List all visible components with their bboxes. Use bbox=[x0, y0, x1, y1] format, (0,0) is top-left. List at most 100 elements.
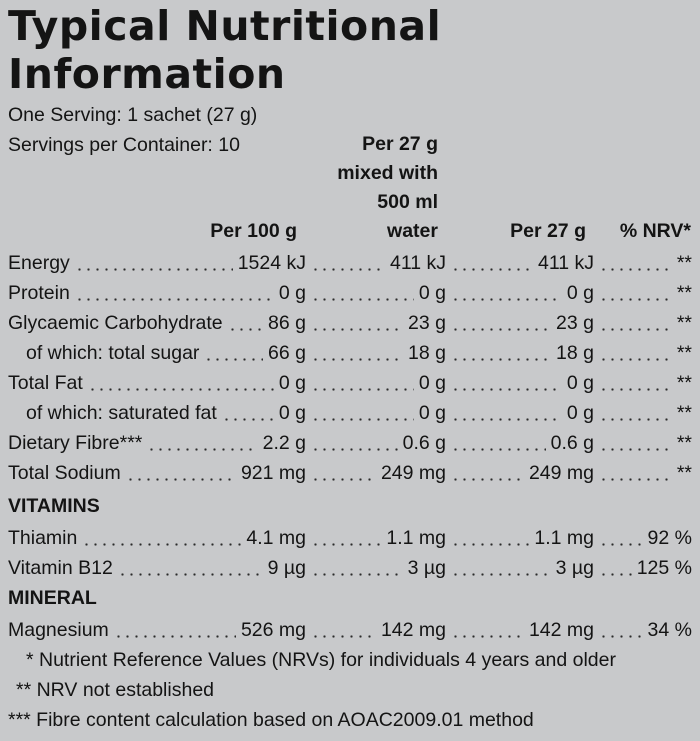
leader-dots bbox=[74, 298, 274, 301]
value-per-100g: 66 g bbox=[268, 342, 306, 364]
header-per-100g: Per 100 g bbox=[210, 220, 297, 242]
table-row: Total Sodium 921 mg 249 mg 249 mg ** bbox=[8, 458, 692, 488]
leader-dots bbox=[451, 448, 546, 451]
value-per-100g: 1524 kJ bbox=[237, 252, 306, 274]
leader-dots bbox=[451, 635, 524, 638]
value-per-100g: 921 mg bbox=[240, 462, 306, 484]
value-nrv: ** bbox=[676, 462, 692, 484]
leader-dots bbox=[82, 543, 242, 546]
leader-dots bbox=[221, 418, 274, 421]
value-nrv: ** bbox=[676, 282, 692, 304]
row-label: Glycaemic Carbohydrate bbox=[8, 312, 223, 334]
value-per-27g: 0 g bbox=[566, 372, 594, 394]
value-per-100g: 4.1 mg bbox=[246, 527, 306, 549]
row-label: Total Sodium bbox=[8, 462, 121, 484]
value-per-27g: 3 µg bbox=[555, 557, 594, 579]
row-label: Total Fat bbox=[8, 372, 83, 394]
leader-dots bbox=[311, 388, 414, 391]
value-per-100g: 526 mg bbox=[240, 619, 306, 641]
value-nrv: ** bbox=[676, 252, 692, 274]
row-label: Protein bbox=[8, 282, 70, 304]
servings-per-container: Servings per Container: 10 bbox=[8, 134, 240, 156]
leader-dots bbox=[599, 418, 672, 421]
leader-dots bbox=[451, 543, 530, 546]
value-per-100g: 2.2 g bbox=[262, 432, 306, 454]
value-per-100g: 0 g bbox=[278, 402, 306, 424]
leader-dots bbox=[451, 358, 552, 361]
leader-dots bbox=[113, 635, 236, 638]
value-mixed: 3 µg bbox=[407, 557, 446, 579]
table-row: Magnesium 526 mg 142 mg 142 mg 34 % bbox=[8, 615, 692, 645]
value-per-27g: 23 g bbox=[556, 312, 594, 334]
footnote-nrv: * Nutrient Reference Values (NRVs) for i… bbox=[26, 649, 616, 671]
title-line-2: Information bbox=[8, 50, 286, 98]
row-label: Thiamin bbox=[8, 527, 78, 549]
leader-dots bbox=[311, 268, 385, 271]
leader-dots bbox=[87, 388, 274, 391]
value-per-27g: 0 g bbox=[566, 402, 594, 424]
value-mixed: 249 mg bbox=[380, 462, 446, 484]
row-label: Vitamin B12 bbox=[8, 557, 113, 579]
table-row: Total Fat 0 g 0 g 0 g ** bbox=[8, 368, 692, 398]
value-per-27g: 249 mg bbox=[528, 462, 594, 484]
leader-dots bbox=[311, 358, 404, 361]
value-mixed: 1.1 mg bbox=[386, 527, 446, 549]
header-mixed-line-4: water bbox=[387, 220, 438, 242]
value-per-27g: 142 mg bbox=[528, 619, 594, 641]
value-per-100g: 0 g bbox=[278, 282, 306, 304]
leader-dots bbox=[599, 358, 672, 361]
footnote-not-established: ** NRV not established bbox=[16, 679, 215, 701]
leader-dots bbox=[311, 635, 376, 638]
value-nrv: ** bbox=[676, 432, 692, 454]
value-mixed: 0 g bbox=[418, 282, 446, 304]
leader-dots bbox=[451, 268, 533, 271]
leader-dots bbox=[125, 478, 236, 481]
value-mixed: 0.6 g bbox=[402, 432, 446, 454]
leader-dots bbox=[599, 328, 672, 331]
leader-dots bbox=[311, 543, 382, 546]
leader-dots bbox=[451, 418, 562, 421]
table-row: Glycaemic Carbohydrate 86 g 23 g 23 g ** bbox=[8, 308, 692, 338]
leader-dots bbox=[451, 388, 562, 391]
leader-dots bbox=[311, 448, 398, 451]
header-per-27g: Per 27 g bbox=[510, 220, 586, 242]
row-label: Dietary Fibre*** bbox=[8, 432, 143, 454]
leader-dots bbox=[227, 328, 264, 331]
vitamins-heading: VITAMINS bbox=[8, 495, 100, 517]
leader-dots bbox=[451, 478, 524, 481]
value-mixed: 142 mg bbox=[380, 619, 446, 641]
leader-dots bbox=[311, 573, 403, 576]
leader-dots bbox=[451, 298, 562, 301]
value-per-100g: 86 g bbox=[268, 312, 306, 334]
value-mixed: 0 g bbox=[418, 372, 446, 394]
value-nrv: 125 % bbox=[636, 557, 692, 579]
value-mixed: 411 kJ bbox=[389, 252, 446, 274]
value-per-27g: 0 g bbox=[566, 282, 594, 304]
header-nrv: % NRV* bbox=[619, 220, 691, 242]
leader-dots bbox=[147, 448, 258, 451]
table-row: Energy 1524 kJ 411 kJ 411 kJ ** bbox=[8, 248, 692, 278]
leader-dots bbox=[311, 418, 414, 421]
leader-dots bbox=[311, 478, 376, 481]
leader-dots bbox=[117, 573, 263, 576]
leader-dots bbox=[204, 358, 264, 361]
footnote-fibre: *** Fibre content calculation based on A… bbox=[8, 709, 534, 731]
value-nrv: 34 % bbox=[647, 619, 692, 641]
header-mixed-line-1: Per 27 g bbox=[362, 133, 438, 155]
value-mixed: 0 g bbox=[418, 402, 446, 424]
leader-dots bbox=[311, 298, 414, 301]
header-mixed-line-2: mixed with bbox=[337, 162, 438, 184]
leader-dots bbox=[599, 448, 672, 451]
value-mixed: 23 g bbox=[408, 312, 446, 334]
value-per-27g: 18 g bbox=[556, 342, 594, 364]
header-mixed: Per 27 g mixed with 500 ml water bbox=[337, 130, 438, 246]
table-row: of which: saturated fat 0 g 0 g 0 g ** bbox=[8, 398, 692, 428]
table-row: Protein 0 g 0 g 0 g ** bbox=[8, 278, 692, 308]
value-per-100g: 0 g bbox=[278, 372, 306, 394]
leader-dots bbox=[451, 573, 551, 576]
title-line-1: Typical Nutritional bbox=[8, 2, 442, 50]
row-label: Magnesium bbox=[8, 619, 109, 641]
value-per-27g: 0.6 g bbox=[550, 432, 594, 454]
leader-dots bbox=[311, 328, 404, 331]
mineral-heading: MINERAL bbox=[8, 587, 97, 609]
